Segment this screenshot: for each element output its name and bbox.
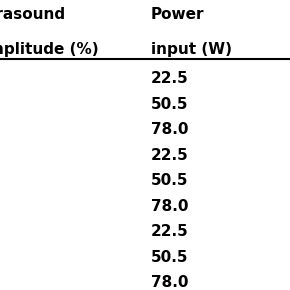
- Text: 50.5: 50.5: [151, 173, 188, 188]
- Text: 78.0: 78.0: [151, 199, 188, 214]
- Text: input (W): input (W): [151, 42, 232, 57]
- Text: mplitude (%): mplitude (%): [0, 42, 99, 57]
- Text: 22.5: 22.5: [151, 71, 188, 86]
- Text: trasound: trasound: [0, 7, 66, 22]
- Text: 50.5: 50.5: [151, 97, 188, 112]
- Text: 50.5: 50.5: [151, 250, 188, 265]
- Text: 78.0: 78.0: [151, 122, 188, 137]
- Text: 78.0: 78.0: [151, 275, 188, 290]
- Text: 22.5: 22.5: [151, 224, 188, 239]
- Text: Power: Power: [151, 7, 204, 22]
- Text: 22.5: 22.5: [151, 148, 188, 163]
